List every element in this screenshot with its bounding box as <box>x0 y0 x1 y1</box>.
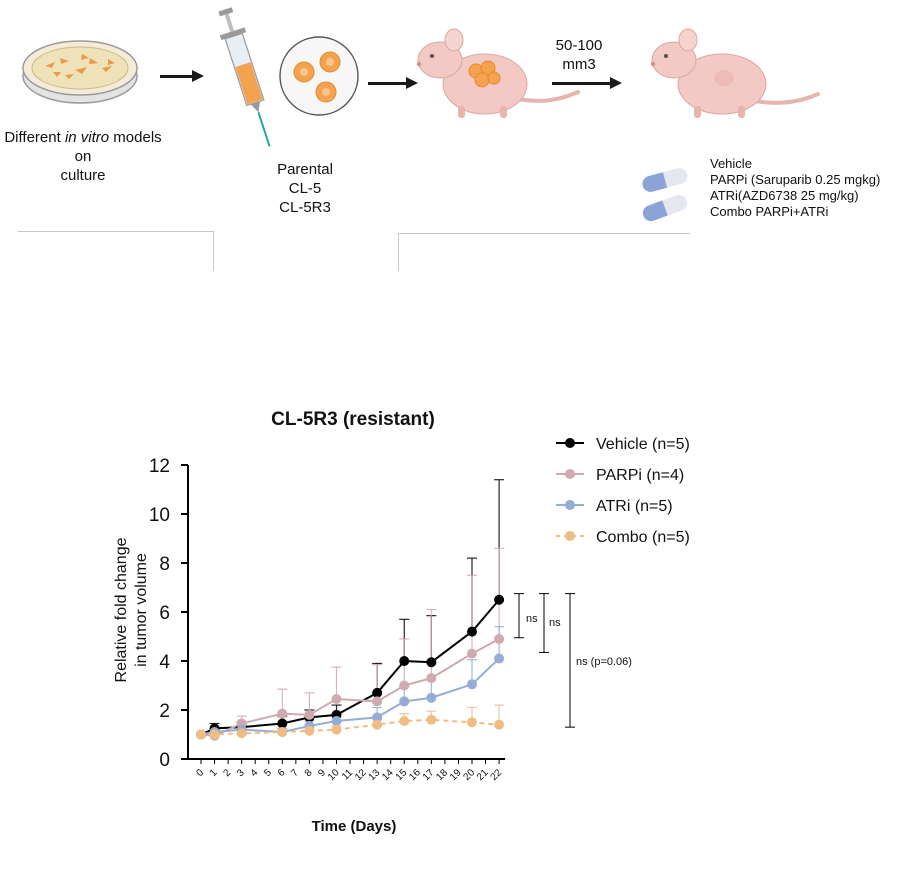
data-point-vehicle <box>399 656 410 666</box>
arrow-3 <box>552 77 622 89</box>
y-tick-label: 0 <box>159 750 170 771</box>
data-point-combo <box>467 717 477 728</box>
y-tick-label: 12 <box>149 456 170 477</box>
divider-left-v <box>213 231 214 271</box>
step2-caption: Parental CL-5 CL-5R3 <box>277 161 333 216</box>
data-point-parpi <box>426 673 437 684</box>
mouse-with-tumor-illustration <box>416 28 580 118</box>
data-point-vehicle <box>277 718 288 729</box>
x-tick-label: 8 <box>303 767 315 779</box>
legend-marker-atri <box>565 500 575 510</box>
treatment-list: Vehicle PARPi (Saruparib 0.25 mgkg) ATRi… <box>710 156 918 220</box>
arrow-1 <box>160 70 204 82</box>
data-point-combo <box>331 724 342 735</box>
data-point-atri <box>426 692 437 703</box>
arrow-2 <box>368 77 418 89</box>
data-point-vehicle <box>494 594 505 605</box>
divider-right-h <box>398 233 690 234</box>
y-tick-label: 8 <box>159 554 170 575</box>
data-point-parpi <box>331 693 342 704</box>
legend-marker-vehicle <box>565 438 575 448</box>
volume-threshold-label: 50-100 mm3 <box>555 37 603 73</box>
data-point-combo <box>236 728 247 739</box>
data-point-parpi <box>399 680 410 691</box>
x-tick-label: 5 <box>262 767 274 779</box>
treatment-item: ATRi(AZD6738 25 mg/kg) <box>710 188 859 203</box>
data-point-parpi <box>304 709 315 720</box>
tumor-volume-chart: CL-5R3 (resistant) Relative fold change … <box>113 409 690 835</box>
y-tick-label: 6 <box>159 603 170 624</box>
data-point-combo <box>304 725 315 736</box>
divider-left-h <box>18 231 214 232</box>
data-point-parpi <box>372 696 383 707</box>
legend-marker-parpi <box>565 469 575 479</box>
y-tick-label: 4 <box>159 652 170 673</box>
x-tick-label: 3 <box>235 767 247 779</box>
legend-parpi: PARPi (n=4) <box>596 467 684 484</box>
sig-label-3: ns (p=0.06) <box>576 656 632 668</box>
x-tick-label: 0 <box>194 767 206 779</box>
legend: Vehicle (n=5) PARPi (n=4) ATRi (n=5) Com… <box>556 436 690 546</box>
pills-icon <box>642 168 688 222</box>
x-tick-label: 4 <box>249 767 261 779</box>
data-point-parpi <box>277 708 288 719</box>
x-tick-label: 6 <box>276 767 288 779</box>
x-axis-label: Time (Days) <box>312 818 397 835</box>
data-point-vehicle <box>426 657 437 668</box>
chart-title: CL-5R3 (resistant) <box>271 409 435 430</box>
data-point-atri <box>467 679 477 690</box>
data-point-combo <box>277 727 288 738</box>
y-axis-label-line1: Relative fold change <box>113 537 130 682</box>
sig-label-1: ns <box>526 613 538 625</box>
x-tick-label: 2 <box>222 767 234 779</box>
data-point-combo <box>494 719 505 730</box>
data-point-combo <box>372 719 383 730</box>
legend-atri: ATRi (n=5) <box>596 498 673 515</box>
cells-circle-illustration <box>279 36 359 116</box>
data-point-atri <box>494 653 505 664</box>
y-axis-label-line2: in tumor volume <box>133 553 150 667</box>
data-point-parpi <box>467 648 477 659</box>
petri-dish-illustration <box>22 40 138 104</box>
x-tick-label: 1 <box>208 767 220 779</box>
data-point-vehicle <box>467 626 477 637</box>
data-point-combo <box>426 714 437 725</box>
x-tick-label: 9 <box>316 767 328 779</box>
step1-caption: Different in vitro models on culture <box>4 129 162 184</box>
x-tick-label: 22 <box>489 767 505 783</box>
data-point-parpi <box>494 633 505 644</box>
data-point-combo <box>196 729 206 740</box>
legend-combo: Combo (n=5) <box>596 529 690 546</box>
divider-right-v <box>398 233 399 271</box>
treatment-item: Vehicle <box>710 156 752 171</box>
syringe-illustration <box>218 7 271 147</box>
data-point-atri <box>399 696 410 707</box>
data-point-combo <box>399 716 410 727</box>
data-point-vehicle <box>372 687 383 698</box>
legend-marker-combo <box>565 531 575 541</box>
data-point-atri <box>331 716 342 727</box>
data-point-combo <box>209 729 220 740</box>
treatment-item: Combo PARPi+ATRi <box>710 204 829 219</box>
x-tick-label: 7 <box>289 767 301 779</box>
mouse-treated-illustration <box>650 28 820 118</box>
y-tick-label: 2 <box>159 701 170 722</box>
series-line-vehicle <box>200 599 500 736</box>
data-point-atri <box>372 712 383 723</box>
legend-vehicle: Vehicle (n=5) <box>596 436 690 453</box>
y-tick-label: 10 <box>149 505 170 526</box>
treatment-item: PARPi (Saruparib 0.25 mgkg) <box>710 172 881 187</box>
sig-label-2: ns <box>549 617 561 629</box>
